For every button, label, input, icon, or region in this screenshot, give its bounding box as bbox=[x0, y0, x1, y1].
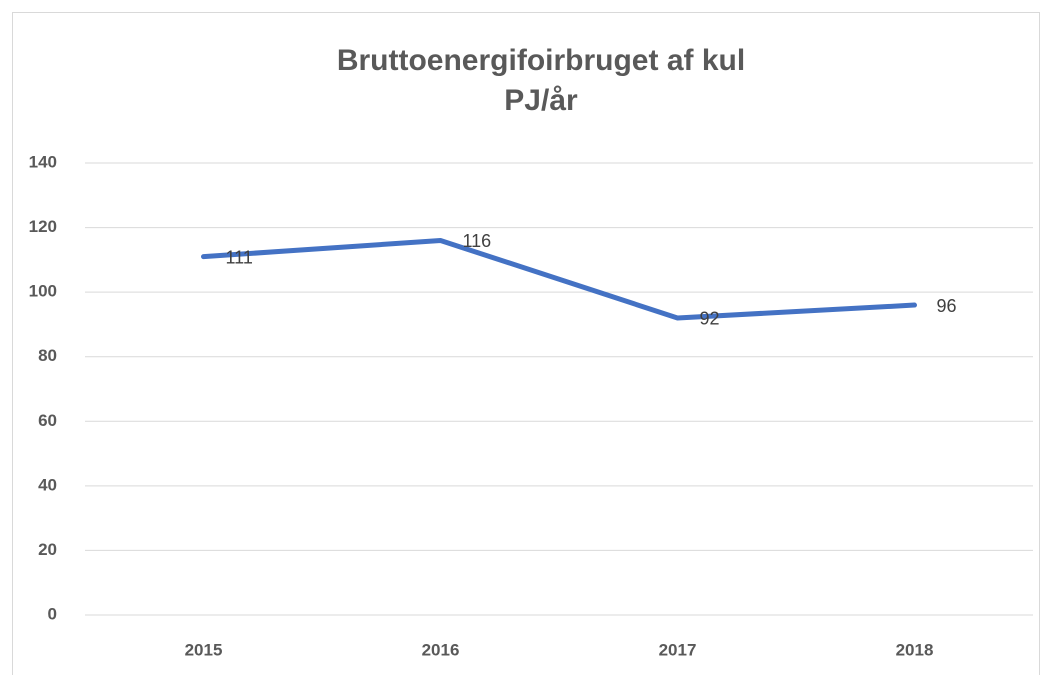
data-label: 111 bbox=[226, 247, 253, 267]
y-tick-label: 100 bbox=[29, 282, 57, 301]
y-tick-label: 60 bbox=[38, 411, 57, 430]
chart-border bbox=[12, 12, 1040, 675]
y-tick-label: 40 bbox=[38, 475, 57, 494]
data-label: 92 bbox=[700, 309, 720, 329]
chart-subtitle: PJ/år bbox=[504, 84, 578, 117]
y-tick-label: 120 bbox=[29, 217, 57, 236]
x-tick-label: 2016 bbox=[422, 640, 460, 659]
y-tick-label: 140 bbox=[29, 152, 57, 171]
x-tick-label: 2015 bbox=[185, 640, 223, 659]
chart-title: Bruttoenergifoirbruget af kul bbox=[337, 44, 745, 77]
data-label: 96 bbox=[937, 296, 957, 316]
y-tick-label: 20 bbox=[38, 540, 57, 559]
x-tick-label: 2018 bbox=[896, 640, 934, 659]
line bbox=[201, 237, 917, 321]
y-tick-label: 0 bbox=[48, 604, 57, 623]
y-tick-label: 80 bbox=[38, 346, 57, 365]
data-label: 116 bbox=[463, 231, 492, 251]
x-tick-label: 2017 bbox=[659, 640, 697, 659]
